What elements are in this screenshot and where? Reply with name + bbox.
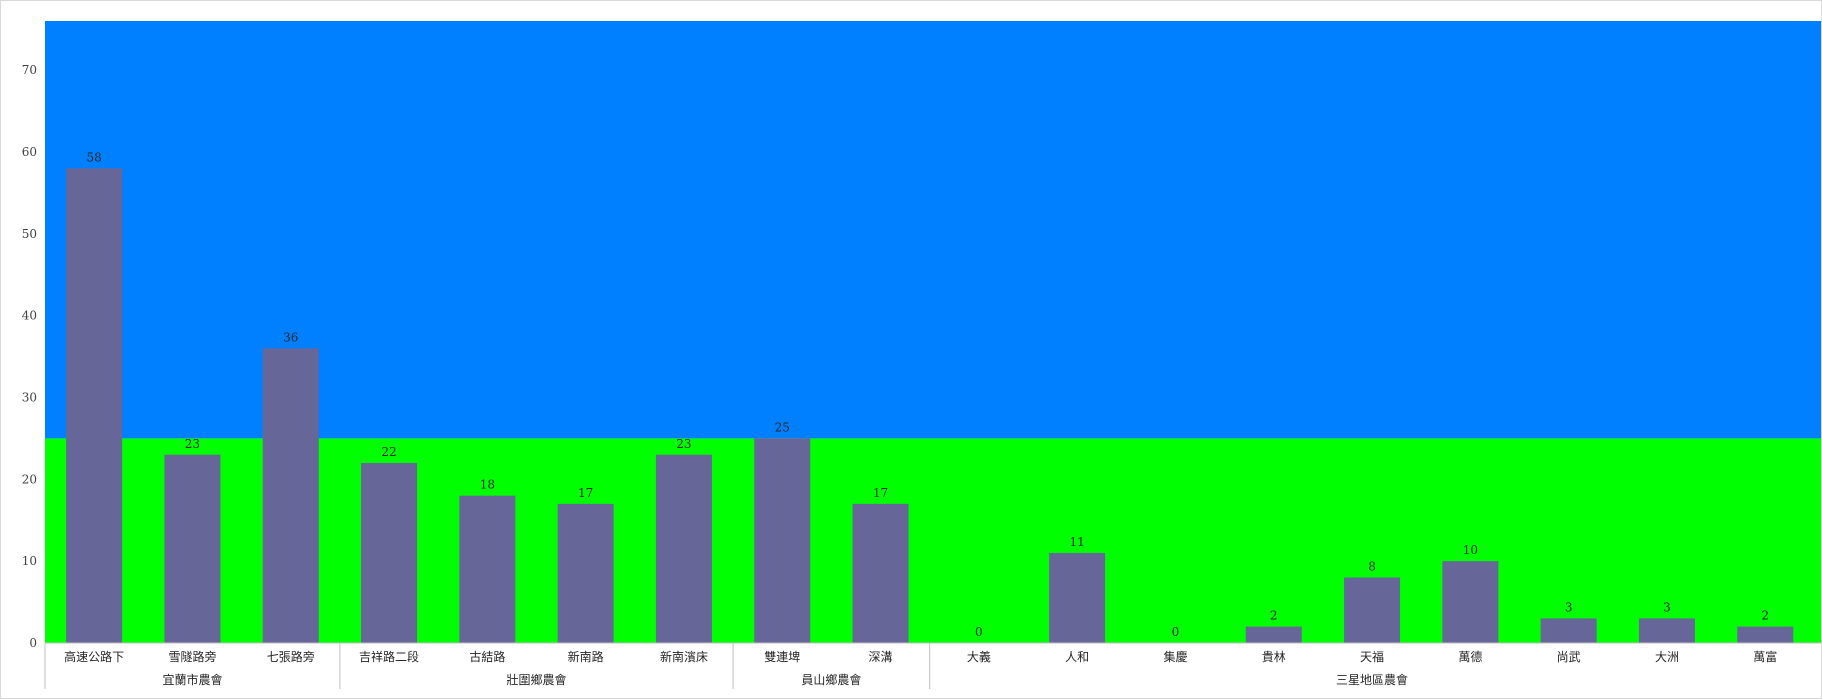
group-label: 宜蘭市農會	[162, 672, 222, 687]
data-label: 22	[381, 445, 396, 459]
data-label: 23	[185, 437, 200, 451]
data-label: 36	[283, 330, 298, 344]
data-label: 3	[1565, 600, 1573, 614]
bar[interactable]	[557, 503, 614, 643]
data-label: 8	[1368, 560, 1376, 574]
category-label: 萬富	[1753, 649, 1777, 664]
y-tick-label: 50	[22, 227, 37, 241]
category-label: 雙連埤	[764, 650, 800, 664]
bar[interactable]	[1638, 618, 1695, 643]
category-label: 大義	[967, 649, 991, 664]
data-label: 17	[873, 486, 888, 500]
group-label: 三星地區農會	[1336, 673, 1408, 687]
bar[interactable]	[262, 348, 319, 643]
bar[interactable]	[1049, 552, 1106, 643]
data-label: 10	[1463, 543, 1478, 557]
data-label: 17	[578, 486, 593, 500]
category-label: 萬德	[1458, 649, 1482, 664]
data-label: 2	[1761, 609, 1769, 623]
category-label: 雪隧路旁	[168, 649, 216, 664]
bar[interactable]	[1737, 626, 1794, 643]
background-band-1	[45, 438, 1821, 643]
y-tick-label: 30	[22, 390, 37, 404]
category-label: 高速公路下	[64, 649, 124, 664]
bar[interactable]	[1540, 618, 1597, 643]
bar[interactable]	[655, 454, 712, 643]
data-label: 58	[87, 150, 102, 164]
category-label: 集慶	[1163, 649, 1187, 664]
bar[interactable]	[459, 495, 516, 643]
category-label: 新南路	[568, 649, 604, 664]
bar[interactable]	[1442, 561, 1499, 643]
bar[interactable]	[1245, 626, 1302, 643]
data-label: 25	[775, 420, 790, 434]
y-tick-label: 60	[22, 145, 37, 159]
bar[interactable]	[852, 503, 909, 643]
category-label: 大洲	[1655, 650, 1679, 664]
data-label: 18	[480, 478, 495, 492]
category-label: 天福	[1360, 649, 1384, 664]
background-band-2	[45, 21, 1821, 439]
category-label: 七張路旁	[267, 649, 315, 664]
data-label: 23	[676, 437, 691, 451]
category-label: 人和	[1065, 650, 1089, 664]
bar[interactable]	[754, 438, 811, 643]
category-label: 尚武	[1557, 650, 1581, 664]
data-label: 11	[1070, 535, 1085, 549]
data-label: 0	[975, 625, 983, 639]
category-label: 貴林	[1262, 650, 1286, 664]
group-label: 員山鄉農會	[801, 673, 861, 687]
y-tick-label: 10	[22, 554, 37, 568]
y-tick-label: 0	[29, 636, 37, 650]
bar[interactable]	[164, 454, 221, 643]
bar[interactable]	[361, 462, 418, 643]
category-label: 古結路	[469, 649, 505, 664]
bar[interactable]	[1344, 577, 1401, 643]
category-label: 新南濱床	[660, 649, 708, 664]
category-label: 深溝	[869, 650, 893, 664]
data-label: 3	[1663, 600, 1671, 614]
y-tick-label: 40	[22, 309, 37, 323]
y-tick-label: 20	[22, 472, 37, 486]
data-label: 2	[1270, 609, 1278, 623]
group-label: 壯圍鄉農會	[506, 673, 566, 687]
bar[interactable]	[66, 168, 123, 643]
data-label: 0	[1172, 625, 1180, 639]
y-tick-label: 70	[22, 63, 37, 77]
category-label: 吉祥路二段	[359, 649, 419, 664]
